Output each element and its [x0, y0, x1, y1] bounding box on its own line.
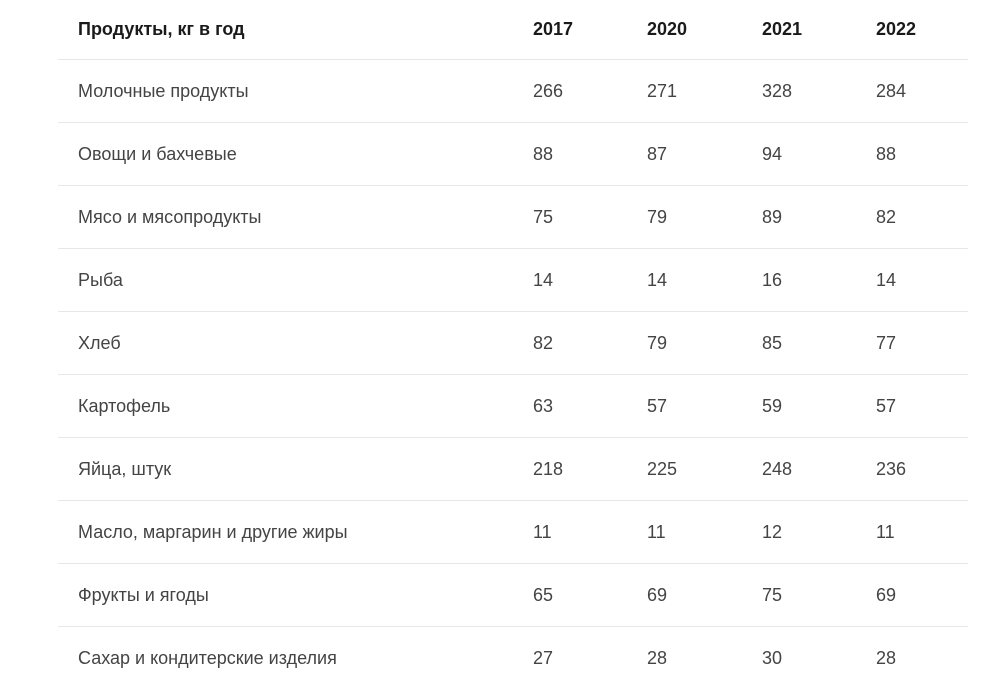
- row-value: 79: [647, 186, 762, 249]
- row-value: 85: [762, 312, 876, 375]
- row-value: 65: [533, 564, 647, 627]
- row-value: 75: [762, 564, 876, 627]
- row-value: 57: [876, 375, 968, 438]
- table-header-year: 2021: [762, 0, 876, 60]
- table-header-year: 2017: [533, 0, 647, 60]
- row-label: Рыба: [58, 249, 533, 312]
- row-label: Сахар и кондитерские изделия: [58, 627, 533, 689]
- row-value: 28: [876, 627, 968, 689]
- row-value: 79: [647, 312, 762, 375]
- row-label: Мясо и мясопродукты: [58, 186, 533, 249]
- table-header-products: Продукты, кг в год: [58, 0, 533, 60]
- row-value: 75: [533, 186, 647, 249]
- row-value: 77: [876, 312, 968, 375]
- row-value: 28: [647, 627, 762, 689]
- row-value: 89: [762, 186, 876, 249]
- row-value: 63: [533, 375, 647, 438]
- row-value: 87: [647, 123, 762, 186]
- row-label: Фрукты и ягоды: [58, 564, 533, 627]
- row-value: 11: [647, 501, 762, 564]
- row-label: Хлеб: [58, 312, 533, 375]
- row-value: 82: [533, 312, 647, 375]
- row-value: 248: [762, 438, 876, 501]
- row-value: 88: [876, 123, 968, 186]
- row-value: 328: [762, 60, 876, 123]
- table-header-year: 2020: [647, 0, 762, 60]
- row-label: Молочные продукты: [58, 60, 533, 123]
- row-value: 69: [876, 564, 968, 627]
- row-value: 11: [876, 501, 968, 564]
- row-value: 59: [762, 375, 876, 438]
- row-value: 12: [762, 501, 876, 564]
- row-value: 266: [533, 60, 647, 123]
- row-value: 57: [647, 375, 762, 438]
- row-label: Масло, маргарин и другие жиры: [58, 501, 533, 564]
- row-value: 14: [533, 249, 647, 312]
- row-value: 69: [647, 564, 762, 627]
- row-value: 88: [533, 123, 647, 186]
- row-label: Яйца, штук: [58, 438, 533, 501]
- row-label: Овощи и бахчевые: [58, 123, 533, 186]
- row-label: Картофель: [58, 375, 533, 438]
- row-value: 30: [762, 627, 876, 689]
- row-value: 94: [762, 123, 876, 186]
- row-value: 14: [647, 249, 762, 312]
- row-value: 236: [876, 438, 968, 501]
- row-value: 82: [876, 186, 968, 249]
- row-value: 218: [533, 438, 647, 501]
- row-value: 16: [762, 249, 876, 312]
- table-header-year: 2022: [876, 0, 968, 60]
- row-value: 271: [647, 60, 762, 123]
- row-value: 11: [533, 501, 647, 564]
- row-value: 225: [647, 438, 762, 501]
- row-value: 27: [533, 627, 647, 689]
- row-value: 14: [876, 249, 968, 312]
- row-value: 284: [876, 60, 968, 123]
